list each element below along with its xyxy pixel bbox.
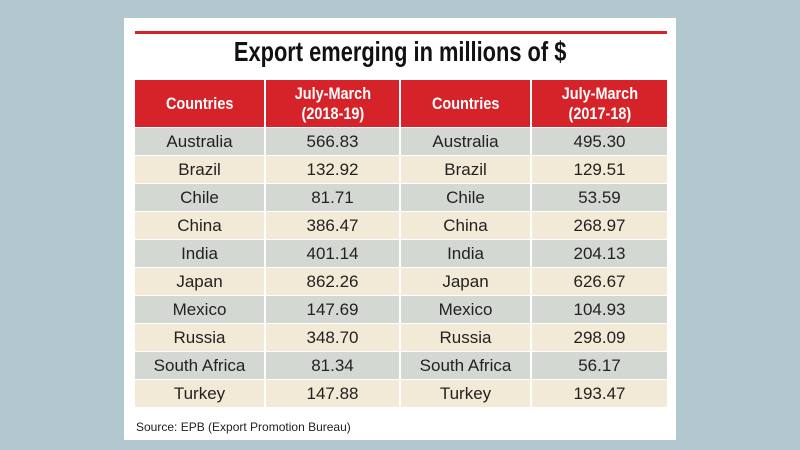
table-cell: South Africa xyxy=(401,352,532,379)
table-cell: Chile xyxy=(401,184,532,211)
table-cell: Brazil xyxy=(135,156,266,183)
header-text: Countries xyxy=(431,93,500,113)
table-cell: 495.30 xyxy=(532,128,667,155)
table-row: Chile 81.71 Chile 53.59 xyxy=(135,184,667,212)
header-cell: Countries xyxy=(401,80,532,127)
table-cell: Russia xyxy=(401,324,532,351)
table-cell: 862.26 xyxy=(266,268,401,295)
table-row: Brazil 132.92 Brazil 129.51 xyxy=(135,156,667,184)
table-cell: Brazil xyxy=(401,156,532,183)
header-cell: July-March (2018-19) xyxy=(266,80,401,127)
top-rule xyxy=(135,31,667,34)
header-cell: Countries xyxy=(135,80,266,127)
table-cell: 401.14 xyxy=(266,240,401,267)
source-note: Source: EPB (Export Promotion Bureau) xyxy=(136,420,351,434)
header-text: Countries xyxy=(165,93,234,113)
table-cell: Australia xyxy=(401,128,532,155)
header-cell: July-March (2017-18) xyxy=(532,80,667,127)
table-cell: 193.47 xyxy=(532,380,667,407)
table-cell: 129.51 xyxy=(532,156,667,183)
table-cell: 566.83 xyxy=(266,128,401,155)
table-cell: China xyxy=(401,212,532,239)
header-text: July-March (2017-18) xyxy=(561,83,638,123)
table-cell: 386.47 xyxy=(266,212,401,239)
table-cell: 626.67 xyxy=(532,268,667,295)
header-row: Countries July-March (2018-19) Countries Ju… xyxy=(135,80,667,128)
table-cell: India xyxy=(401,240,532,267)
table-cell: Turkey xyxy=(401,380,532,407)
table-cell: China xyxy=(135,212,266,239)
table-card: Export emerging in millions of $ Countri… xyxy=(124,18,676,440)
table: Countries July-March (2018-19) Countries Ju… xyxy=(135,80,667,408)
table-cell: 348.70 xyxy=(266,324,401,351)
table-cell: 268.97 xyxy=(532,212,667,239)
table-cell: Mexico xyxy=(135,296,266,323)
table-cell: Chile xyxy=(135,184,266,211)
table-cell: Japan xyxy=(401,268,532,295)
table-row: China 386.47 China 268.97 xyxy=(135,212,667,240)
table-cell: 104.93 xyxy=(532,296,667,323)
table-cell: Russia xyxy=(135,324,266,351)
table-row: Japan 862.26 Japan 626.67 xyxy=(135,268,667,296)
table-cell: 298.09 xyxy=(532,324,667,351)
table-cell: Turkey xyxy=(135,380,266,407)
table-cell: India xyxy=(135,240,266,267)
table-cell: 81.34 xyxy=(266,352,401,379)
table-cell: 132.92 xyxy=(266,156,401,183)
table-cell: 53.59 xyxy=(532,184,667,211)
table-cell: Japan xyxy=(135,268,266,295)
table-cell: Australia xyxy=(135,128,266,155)
table-row: South Africa 81.34 South Africa 56.17 xyxy=(135,352,667,380)
title: Export emerging in millions of $ xyxy=(233,36,567,67)
table-row: Russia 348.70 Russia 298.09 xyxy=(135,324,667,352)
title-box: Export emerging in millions of $ xyxy=(124,36,676,68)
table-row: Mexico 147.69 Mexico 104.93 xyxy=(135,296,667,324)
table-cell: Mexico xyxy=(401,296,532,323)
table-cell: 204.13 xyxy=(532,240,667,267)
table-cell: 56.17 xyxy=(532,352,667,379)
table-cell: 147.69 xyxy=(266,296,401,323)
table-cell: South Africa xyxy=(135,352,266,379)
table-row: Australia 566.83 Australia 495.30 xyxy=(135,128,667,156)
table-cell: 81.71 xyxy=(266,184,401,211)
table-row: India 401.14 India 204.13 xyxy=(135,240,667,268)
table-row: Turkey 147.88 Turkey 193.47 xyxy=(135,380,667,408)
table-cell: 147.88 xyxy=(266,380,401,407)
header-text: July-March (2018-19) xyxy=(294,83,371,123)
